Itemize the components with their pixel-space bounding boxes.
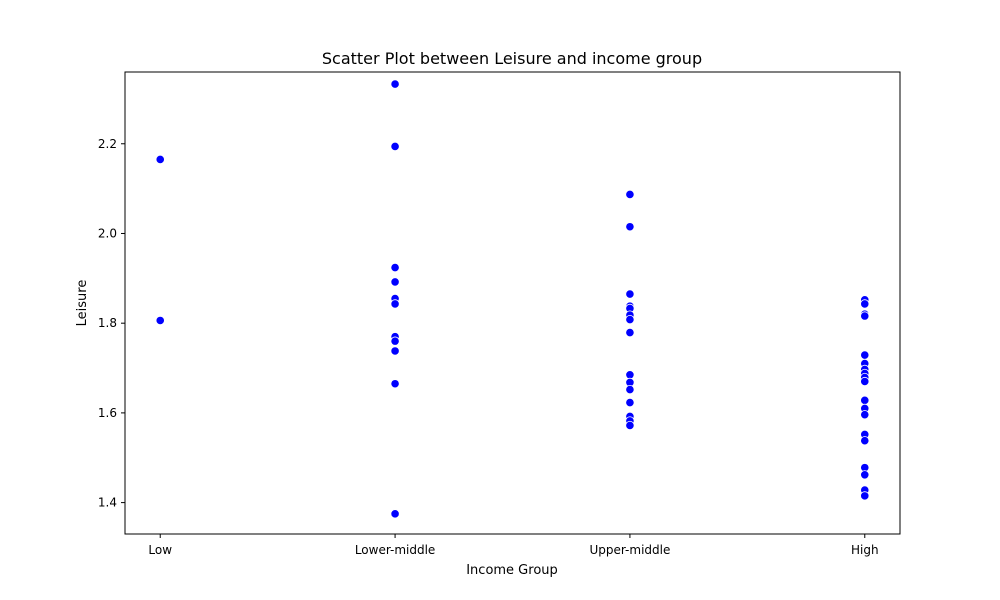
data-point <box>390 141 400 152</box>
y-tick-label: 1.8 <box>98 316 117 330</box>
x-tick-label: Lower-middle <box>355 543 435 557</box>
data-point <box>625 189 635 200</box>
data-point <box>390 346 400 356</box>
data-point <box>390 79 400 89</box>
data-point <box>390 379 400 389</box>
data-point <box>625 420 635 431</box>
x-axis: Low Lower-middle Upper-middle High <box>148 534 879 557</box>
data-point <box>860 299 870 309</box>
chart-title: Scatter Plot between Leisure and income … <box>322 49 702 68</box>
data-point <box>860 410 870 420</box>
plot-area <box>124 71 901 535</box>
data-point <box>860 311 870 321</box>
x-tick-label: Upper-middle <box>589 543 670 557</box>
y-tick-label: 2.2 <box>98 137 117 151</box>
data-point <box>390 262 400 273</box>
data-point <box>860 350 870 360</box>
data-point <box>390 336 400 346</box>
data-point <box>625 222 635 232</box>
x-tick-label: High <box>851 543 879 557</box>
x-tick-label: Low <box>148 543 172 557</box>
data-point <box>625 289 635 299</box>
data-point <box>625 384 635 395</box>
data-point <box>155 154 165 165</box>
data-point <box>155 315 165 326</box>
y-tick-label: 2.0 <box>98 226 117 240</box>
data-point <box>860 436 870 446</box>
data-point <box>860 470 870 480</box>
y-tick-label: 1.4 <box>98 496 117 510</box>
data-point <box>860 376 870 387</box>
y-axis: 1.4 1.6 1.8 2.0 2.2 <box>98 137 125 510</box>
data-point <box>625 370 635 380</box>
y-axis-label: Leisure <box>75 280 90 327</box>
data-point <box>390 299 400 309</box>
x-axis-label: Income Group <box>466 563 558 578</box>
data-point <box>625 328 635 338</box>
data-point <box>625 314 635 325</box>
data-point <box>390 277 400 287</box>
y-tick-label: 1.6 <box>98 406 117 420</box>
data-point <box>860 395 870 405</box>
data-point <box>860 491 870 501</box>
data-point <box>390 509 400 519</box>
data-point <box>625 397 635 408</box>
data-points <box>155 79 870 519</box>
